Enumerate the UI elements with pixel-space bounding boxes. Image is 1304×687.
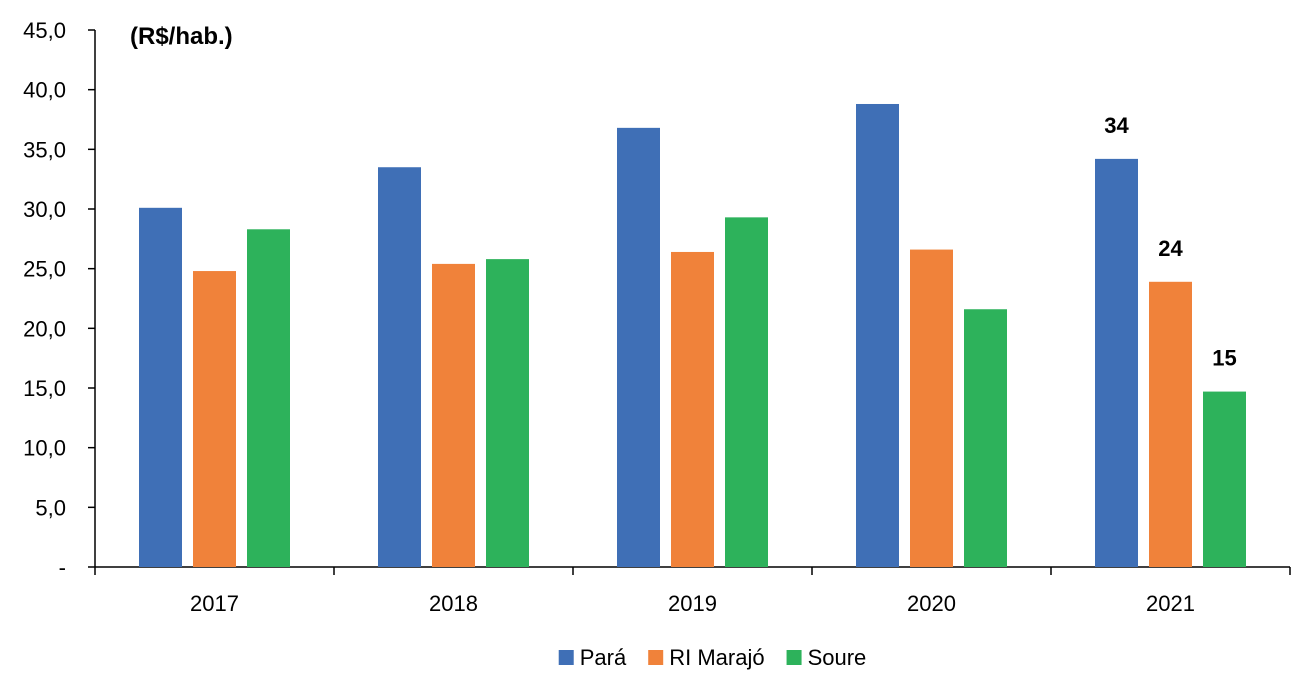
bar-2018-soure [486,259,529,567]
data-label: 15 [1212,346,1236,371]
y-tick-label: 25,0 [23,257,66,282]
x-tick-label: 2017 [190,591,239,616]
data-label: 24 [1158,236,1183,261]
y-tick-label: 10,0 [23,436,66,461]
x-tick-label: 2021 [1146,591,1195,616]
bar-2018-ri-maraj- [432,263,475,567]
data-labels-group: 34 24 15 [1104,113,1236,371]
y-tick-label: 30,0 [23,197,66,222]
legend-swatch [648,650,664,665]
legend-label: RI Marajó [669,645,764,670]
bar-2019-ri-maraj- [671,251,714,567]
bar-2020-par- [856,103,899,567]
bar-2021-par- [1095,158,1138,567]
unit-label: (R$/hab.) [130,23,233,50]
bar-2017-par- [139,207,182,567]
bar-2021-soure [1203,391,1246,567]
data-label: 34 [1104,113,1129,138]
bars-group [139,103,1246,567]
x-tick-label: 2020 [907,591,956,616]
y-tick-label: 20,0 [23,316,66,341]
legend: Pará RI Marajó Soure [558,645,867,670]
bar-2021-ri-maraj- [1149,281,1192,567]
bar-2017-soure [247,229,290,567]
legend-swatch [558,650,574,665]
x-tick-label: 2018 [429,591,478,616]
y-tick-label: 40,0 [23,78,66,103]
bar-2020-ri-maraj- [910,249,953,567]
y-tick-label: 15,0 [23,376,66,401]
legend-label: Soure [808,645,867,670]
bar-2019-par- [617,127,660,567]
legend-swatch [786,650,802,665]
x-tick-label: 2019 [668,591,717,616]
y-tick-label: 45,0 [23,18,66,43]
bar-2018-par- [378,167,421,567]
bar-2017-ri-maraj- [193,271,236,567]
bar-2019-soure [725,217,768,567]
y-tick-label: 35,0 [23,137,66,162]
y-tick-label: 5,0 [35,495,66,520]
y-axis-ticks: - 5,0 10,0 15,0 20,0 25,0 30,0 35,0 40,0 45,0 [23,18,95,580]
bar-2020-soure [964,309,1007,567]
y-tick-label: - [59,555,66,580]
legend-label: Pará [580,645,627,670]
x-axis-ticks: 2017 2018 2019 2020 2021 [94,567,1291,616]
